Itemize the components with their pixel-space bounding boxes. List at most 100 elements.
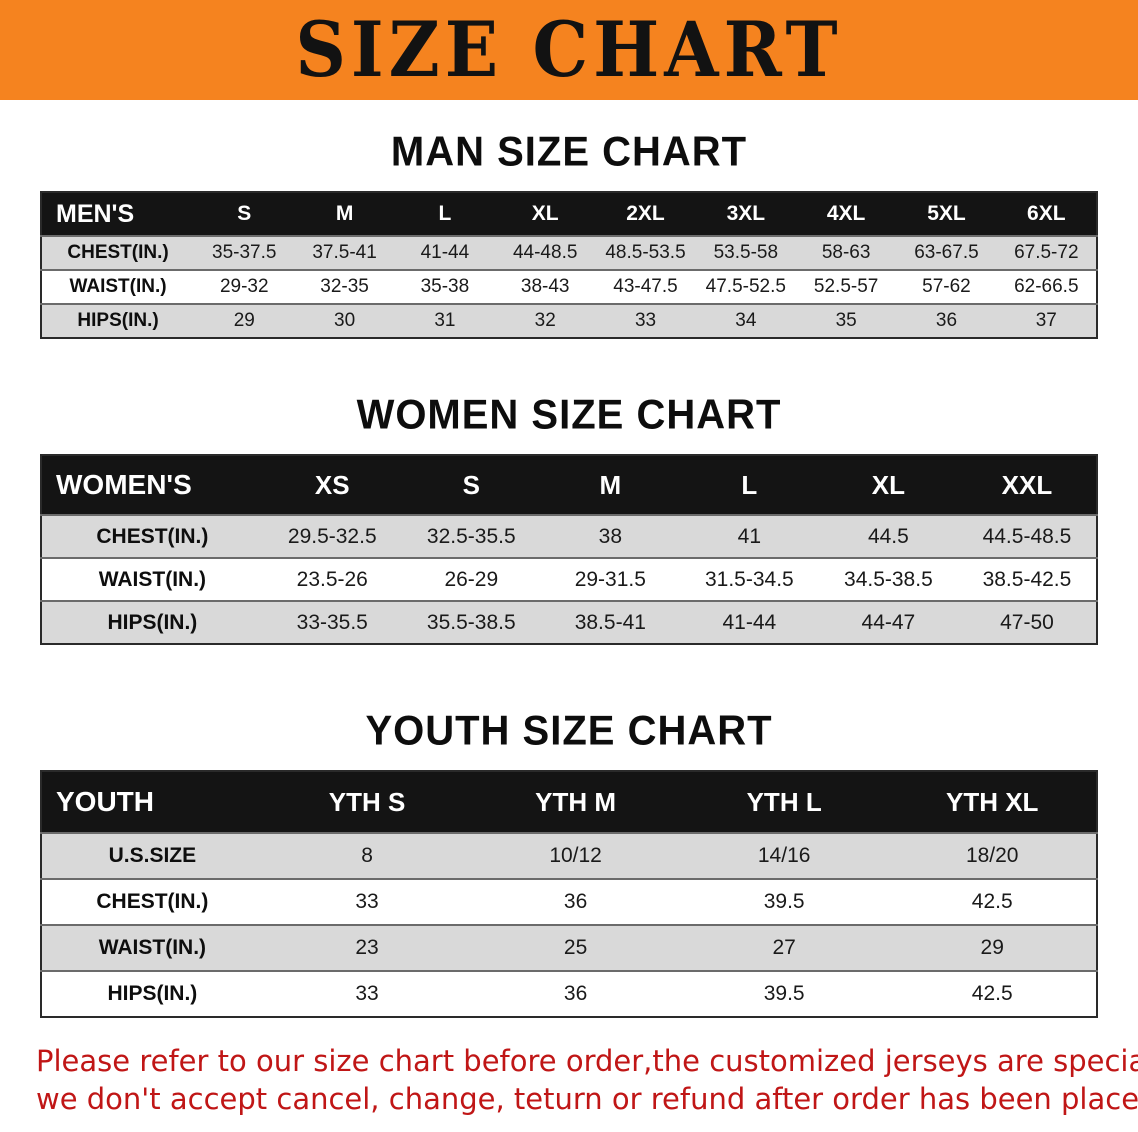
value-cell: 62-66.5 <box>1014 276 1079 297</box>
men-size-header-cell: S <box>237 202 252 225</box>
value-cell: 8 <box>361 844 373 867</box>
youth-measurement-row: U.S.SIZE 8 10/12 14/16 18/20 <box>41 833 1097 879</box>
women-size-header-cell: XL <box>871 469 905 500</box>
value-cell: 57-62 <box>922 276 971 297</box>
row-label: U.S.SIZE <box>108 844 197 867</box>
value-cell: 33-35.5 <box>296 610 368 634</box>
youth-size-chart-section: YOUTH SIZE CHART YOUTH YTH S YTH M YTH L YTH … <box>0 707 1138 1018</box>
women-size-chart-section: WOMEN SIZE CHART WOMEN'S XS S M L XL XXL CHEST(I… <box>0 391 1138 645</box>
men-size-header-cell: 6XL <box>1027 202 1066 225</box>
youth-measurement-row: CHEST(IN.) 33 36 39.5 42.5 <box>41 879 1097 925</box>
women-measurement-row: WAIST(IN.) 23.5-26 26-29 29-31.5 31.5-34.5 34… <box>41 558 1097 601</box>
value-cell: 37.5-41 <box>312 242 377 263</box>
youth-section-title: YOUTH SIZE CHART <box>365 707 773 755</box>
value-cell: 38 <box>598 524 622 548</box>
page-title: SIZE CHART <box>295 4 843 95</box>
value-cell: 42.5 <box>971 982 1013 1005</box>
value-cell: 31.5-34.5 <box>704 567 794 591</box>
value-cell: 33 <box>355 982 379 1005</box>
value-cell: 10/12 <box>549 844 602 867</box>
row-label: WAIST(IN.) <box>69 276 167 297</box>
value-cell: 29 <box>980 936 1004 959</box>
value-cell: 36 <box>563 890 588 913</box>
women-size-header-cell: S <box>462 469 480 500</box>
men-size-header-cell: 3XL <box>726 202 766 225</box>
value-cell: 42.5 <box>971 890 1013 913</box>
value-cell: 58-63 <box>821 242 871 263</box>
value-cell: 41-44 <box>722 610 777 634</box>
value-cell: 29-31.5 <box>574 567 646 591</box>
row-label: WAIST(IN.) <box>98 936 207 959</box>
row-label: CHEST(IN.) <box>96 890 209 913</box>
men-size-header-cell: M <box>335 202 354 225</box>
women-section-title: WOMEN SIZE CHART <box>356 391 782 439</box>
value-cell: 35-38 <box>420 276 470 297</box>
value-cell: 41 <box>737 524 762 548</box>
value-cell: 47-50 <box>1000 610 1054 634</box>
value-cell: 27 <box>772 936 796 959</box>
youth-size-header-cell: YTH L <box>746 786 822 817</box>
men-size-header-cell: XL <box>531 202 559 225</box>
men-section-title: MAN SIZE CHART <box>390 128 748 176</box>
value-cell: 33 <box>634 310 657 331</box>
men-size-header-cell: 4XL <box>826 202 866 225</box>
youth-header-row: YOUTH YTH S YTH M YTH L YTH XL <box>41 771 1097 833</box>
value-cell: 29 <box>233 310 255 331</box>
value-cell: 34.5-38.5 <box>844 567 933 591</box>
men-size-chart-section: MAN SIZE CHART MEN'S S M L XL 2XL 3XL 4XL 5XL 6XL C… <box>0 128 1138 339</box>
size-chart-sections: MAN SIZE CHART MEN'S S M L XL 2XL 3XL 4XL 5XL 6XL C… <box>0 128 1138 1018</box>
value-cell: 35-37.5 <box>212 242 277 263</box>
value-cell: 44-47 <box>861 610 916 634</box>
value-cell: 39.5 <box>763 890 805 913</box>
footer-notice: Please refer to our size chart before or… <box>0 1042 1138 1118</box>
value-cell: 36 <box>935 310 958 331</box>
women-header-row: WOMEN'S XS S M L XL XXL <box>41 455 1097 515</box>
value-cell: 30 <box>334 310 356 331</box>
youth-size-header-cell: YTH S <box>328 786 406 817</box>
value-cell: 44.5 <box>867 524 909 548</box>
value-cell: 32.5-35.5 <box>426 524 516 548</box>
value-cell: 38.5-42.5 <box>982 567 1072 591</box>
men-measurement-row: WAIST(IN.) 29-32 32-35 35-38 38-43 43-47.5 47.… <box>41 270 1097 304</box>
row-label: HIPS(IN.) <box>77 310 159 331</box>
value-cell: 32 <box>534 310 556 331</box>
value-cell: 36 <box>563 982 588 1005</box>
men-size-header-cell: 5XL <box>927 202 966 225</box>
value-cell: 47.5-52.5 <box>705 276 786 297</box>
value-cell: 38.5-41 <box>574 610 646 634</box>
value-cell: 18/20 <box>965 844 1019 867</box>
value-cell: 35 <box>835 310 857 331</box>
men-size-header-cell: L <box>438 202 452 225</box>
value-cell: 38-43 <box>520 276 570 297</box>
youth-size-table: YOUTH YTH S YTH M YTH L YTH XL U.S.SIZE 8 10/12… <box>40 770 1098 1018</box>
value-cell: 23 <box>355 936 379 959</box>
women-size-header-cell: M <box>599 469 622 500</box>
value-cell: 63-67.5 <box>914 242 979 263</box>
men-measurement-row: HIPS(IN.) 29 30 31 32 33 34 35 36 37 <box>41 304 1097 338</box>
men-size-table: MEN'S S M L XL 2XL 3XL 4XL 5XL 6XL CHEST(IN.) 35-37… <box>40 191 1098 339</box>
banner: SIZE CHART <box>0 0 1138 100</box>
youth-size-header-cell: YTH XL <box>945 786 1039 817</box>
notice-line-1: Please refer to our size chart before or… <box>36 1044 1138 1078</box>
value-cell: 29-32 <box>219 276 269 297</box>
value-cell: 52.5-57 <box>813 276 879 297</box>
value-cell: 31 <box>434 310 456 331</box>
row-label: CHEST(IN.) <box>96 524 209 548</box>
value-cell: 37 <box>1035 310 1057 331</box>
men-size-header-cell: 2XL <box>626 202 665 225</box>
value-cell: 25 <box>563 936 588 959</box>
row-label: HIPS(IN.) <box>107 610 198 634</box>
women-size-table: WOMEN'S XS S M L XL XXL CHEST(IN.) 29.5-32.5 32.5… <box>40 454 1098 645</box>
women-measurement-row: CHEST(IN.) 29.5-32.5 32.5-35.5 38 41 44.5 44.5… <box>41 515 1097 558</box>
row-label: WAIST(IN.) <box>98 567 207 591</box>
value-cell: 39.5 <box>763 982 805 1005</box>
value-cell: 43-47.5 <box>613 276 678 297</box>
men-measurement-row: CHEST(IN.) 35-37.5 37.5-41 41-44 44-48.5 48.5… <box>41 236 1097 270</box>
value-cell: 35.5-38.5 <box>426 610 516 634</box>
row-label: HIPS(IN.) <box>107 982 198 1005</box>
value-cell: 53.5-58 <box>713 242 779 263</box>
value-cell: 26-29 <box>444 567 499 591</box>
youth-measurement-row: HIPS(IN.) 33 36 39.5 42.5 <box>41 971 1097 1017</box>
women-size-header-cell: XXL <box>1001 469 1053 500</box>
